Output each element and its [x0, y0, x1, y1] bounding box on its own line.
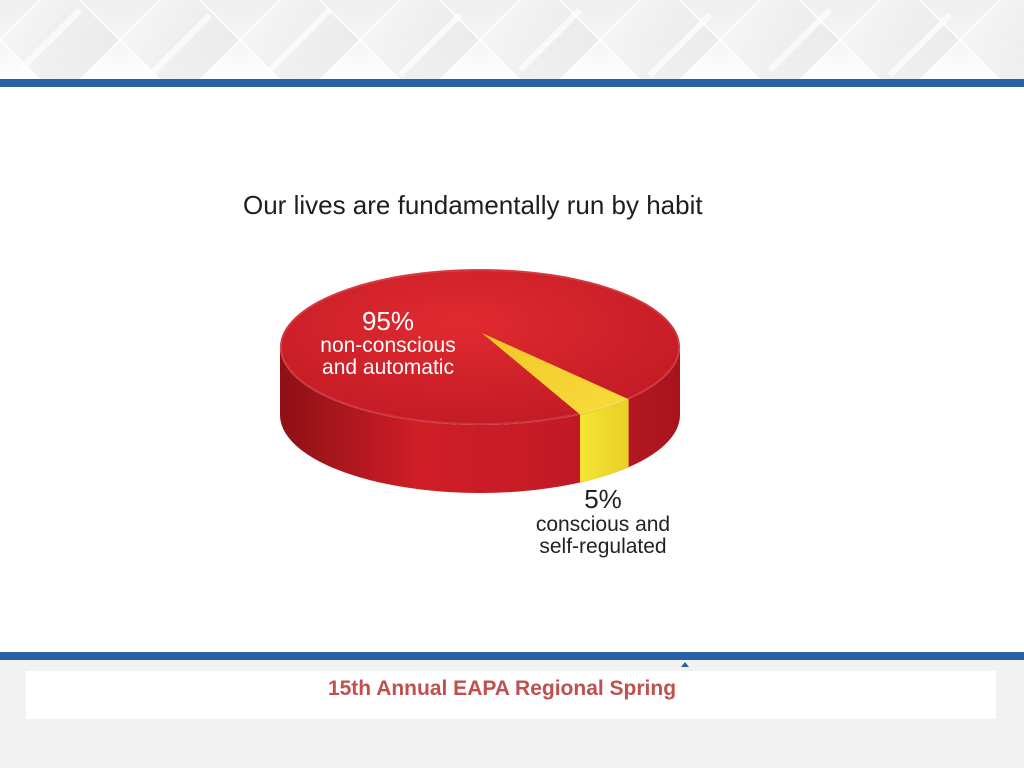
slice-label-line1: conscious and: [536, 513, 670, 536]
slice-label-5: 5% conscious and self-regulated: [536, 484, 670, 558]
footer-text: 15th Annual EAPA Regional Spring: [327, 677, 677, 700]
footer-box: [26, 671, 996, 719]
slice-value-label: 5%: [584, 484, 622, 514]
bottom-blue-rule: [0, 652, 1024, 660]
slice-value-label: 95%: [362, 306, 414, 336]
pie-slice-top-5: [482, 333, 629, 415]
slice-label-line1: non-conscious: [320, 334, 455, 357]
header-pattern: [0, 0, 1024, 80]
top-blue-rule: [0, 79, 1024, 87]
slice-label-line2: and automatic: [322, 356, 454, 379]
chart-title: Our lives are fundamentally run by habit: [243, 190, 703, 220]
pie-geometry: [280, 269, 680, 493]
pie-side-yellow: [580, 399, 629, 483]
slice-label-line2: self-regulated: [539, 535, 666, 558]
footer-caret-icon: [681, 662, 689, 667]
header-band: [0, 0, 1024, 80]
pie-rim: [280, 269, 680, 425]
slice-label-95: 95% non-conscious and automatic: [320, 306, 455, 379]
